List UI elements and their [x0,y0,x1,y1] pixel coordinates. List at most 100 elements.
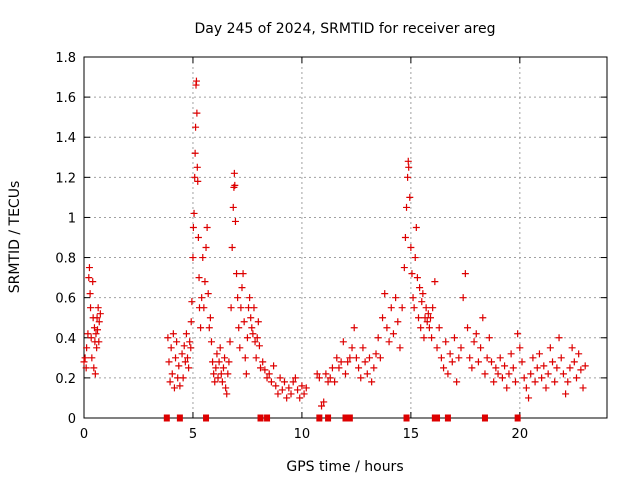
data-point [370,364,378,372]
data-point [95,338,103,346]
data-point [372,350,380,358]
data-point [219,364,227,372]
data-point [326,374,334,382]
data-point [525,394,533,402]
data-point [379,314,387,322]
data-point [387,304,395,312]
data-point [544,370,552,378]
data-point [218,378,226,386]
data-point [223,390,231,398]
x-tick-label: 5 [189,427,197,442]
data-point [426,314,434,322]
data-point [420,334,428,342]
data-point [535,350,543,358]
baseline-markers [163,414,521,422]
data-point [396,344,404,352]
y-tick-label: 0.4 [55,332,76,347]
data-point [440,364,448,372]
data-point [224,370,232,378]
data-point [233,270,241,278]
data-point [433,344,441,352]
data-point [485,334,493,342]
data-point [357,374,365,382]
data-point [331,378,339,386]
data-point [551,378,559,386]
data-point [230,169,238,177]
data-point [182,330,190,338]
data-point [470,338,478,346]
data-point [167,344,175,352]
data-point [189,254,197,262]
data-point [566,364,574,372]
data-point [461,270,469,278]
data-point [191,173,199,181]
data-point [265,370,273,378]
x-axis-label: GPS time / hours [286,459,403,475]
data-point [401,234,409,241]
data-point [287,390,295,398]
data-point [197,324,205,332]
baseline-marker [264,414,271,422]
y-tick-label: 0 [68,412,76,427]
data-point [278,386,286,394]
data-point [228,244,236,252]
data-point [559,370,567,378]
data-point [328,364,336,372]
data-point [490,378,498,386]
data-point [248,324,256,332]
data-point [81,354,89,362]
data-point [209,358,217,366]
data-point [280,378,288,386]
y-tick-label: 0.8 [55,252,76,267]
data-point [446,350,454,358]
data-point [429,304,437,312]
data-point [412,223,420,231]
y-tick-label: 1.8 [55,51,76,66]
data-point [86,290,94,298]
data-point [259,358,267,366]
data-point [516,344,524,352]
data-point [274,390,282,398]
data-point [234,294,242,302]
data-point [217,370,225,378]
data-point [251,338,259,346]
data-point [192,123,200,131]
data-point [453,378,461,386]
data-point [474,358,482,366]
data-point [542,384,550,392]
data-point [84,330,92,338]
data-point [237,304,245,312]
data-point [184,354,192,362]
data-point [522,384,530,392]
data-point [492,364,500,372]
data-point [247,314,255,322]
data-point [165,358,173,366]
data-point [415,314,423,322]
data-point [418,298,426,306]
y-axis: 0 0.2 0.4 0.6 0.8 1 1.2 1.4 1.6 1.8 [55,51,607,427]
data-point [169,330,177,338]
data-point [313,370,321,378]
data-point [423,318,431,326]
data-point [404,173,412,181]
data-point [241,354,249,362]
baseline-marker [514,414,521,422]
data-point [202,244,210,252]
y-axis-label: SRMTID / TECUs [7,181,23,294]
data-point [337,358,345,366]
data-point [254,318,262,326]
data-point [188,298,196,306]
data-point [479,314,487,322]
y-tick-label: 1.4 [55,131,76,146]
data-point [581,362,589,370]
data-point [236,344,244,352]
data-point [404,157,412,165]
data-point [333,354,341,362]
data-point [222,384,230,392]
baseline-marker [444,414,451,422]
y-tick-label: 1.6 [55,91,76,106]
data-point [93,314,101,322]
baseline-marker [403,414,410,422]
data-point [562,390,570,398]
data-point [193,109,201,117]
